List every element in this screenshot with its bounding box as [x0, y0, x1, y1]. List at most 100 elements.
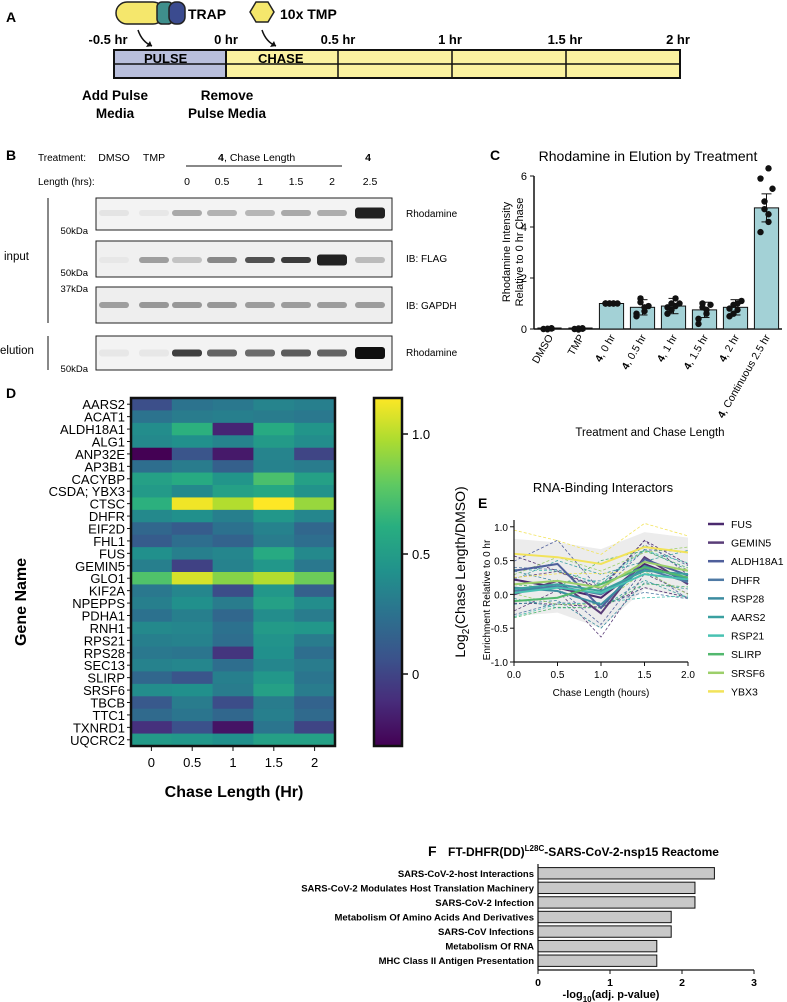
heatmap-cell — [253, 522, 295, 536]
elution-label: elution — [0, 345, 34, 357]
chart-c-category-label: 4, 1.5 hr — [681, 332, 711, 372]
chart-c-point — [664, 310, 671, 317]
chart-f-xtick-label: 2 — [679, 977, 685, 989]
heatmap-gene-label: KIF2A — [89, 584, 125, 599]
heatmap-cell — [253, 634, 295, 648]
heatmap-gene-label: TXNRD1 — [73, 720, 125, 735]
chart-e-legend-label: GEMIN5 — [731, 538, 771, 550]
heatmap-cell — [131, 460, 173, 474]
heatmap-cell — [171, 460, 214, 474]
heatmap-cell — [131, 659, 173, 672]
chart-f-bar — [537, 954, 658, 967]
blot-band — [281, 349, 311, 357]
panel-label-e: E — [478, 495, 487, 511]
chart-f-bar — [537, 910, 672, 924]
time-label-05: 0.5 hr — [321, 32, 356, 47]
heatmap-cell — [171, 683, 214, 697]
blot-band — [172, 349, 202, 357]
heatmap-cell — [294, 497, 336, 511]
chart-e-legend-label: FUS — [731, 519, 752, 531]
heatmap-cell — [131, 398, 173, 411]
heatmap-cell — [212, 584, 254, 598]
heatmap-gene-label: CACYBP — [72, 472, 125, 487]
treatment-dmso: DMSO — [98, 152, 130, 164]
chart-f-bar — [537, 867, 715, 880]
heatmap-cell — [212, 522, 254, 536]
chart-c-point — [672, 295, 679, 302]
chart-e-legend: FUS GEMIN5 ALDH18A1 DHFR RSP28 AARS2 RSP21 SLIR… — [708, 519, 784, 698]
colorbar-label: Log2(Chase Length/DMSO) — [452, 486, 472, 657]
heatmap-cell — [131, 621, 173, 635]
chart-c-point — [645, 302, 652, 310]
heatmap-cell — [294, 472, 336, 486]
chart-f-bar — [537, 939, 658, 953]
heatmap-cell — [253, 683, 295, 697]
heatmap-cell — [253, 435, 295, 449]
heatmap-cell — [171, 534, 214, 548]
add-pulse-line1: Add Pulse — [82, 88, 149, 103]
chart-e-legend-label: SRSF6 — [731, 668, 765, 680]
chart-c-category-label: 4, 1 hr — [655, 332, 681, 364]
chart-c-point — [602, 300, 609, 307]
mw-marker-2: 50kDa — [61, 268, 89, 279]
heatmap-cell — [212, 646, 254, 660]
chart-e-ytick-label: -0.5 — [491, 624, 509, 635]
heatmap-cell — [253, 708, 295, 722]
chart-e-series-line — [513, 566, 689, 603]
blot-band — [139, 302, 169, 308]
chart-c-point — [765, 211, 772, 218]
blot-band — [139, 349, 169, 357]
heatmap-cell — [212, 659, 254, 672]
heatmap-cell — [212, 572, 254, 585]
chart-e-ytick-label: 0.0 — [494, 590, 508, 601]
blot-band — [99, 349, 129, 357]
heatmap-cell — [131, 683, 173, 697]
heatmap-cell — [253, 472, 295, 486]
heatmap-cell — [253, 422, 295, 436]
heatmap-cell — [171, 410, 214, 424]
heatmap-cell — [294, 621, 336, 635]
heatmap-cell — [171, 509, 214, 523]
chart-e-legend-label: AARS2 — [731, 612, 766, 624]
heatmap-cell — [171, 447, 214, 461]
chart-c-ytick-label: 0 — [521, 324, 527, 336]
heatmap-cell — [294, 596, 336, 610]
heatmap-cell — [212, 621, 254, 635]
blot-label-rhodamine-input: Rhodamine — [406, 209, 458, 220]
treatment-compound: 4 — [218, 152, 224, 164]
blot-band — [172, 302, 202, 308]
blot-band — [281, 302, 311, 308]
heatmap-cell — [131, 435, 173, 449]
pulse-arrowhead-icon — [146, 41, 152, 47]
chart-c-point — [726, 305, 733, 312]
heatmap-cell — [131, 410, 173, 424]
heatmap-cell — [294, 522, 336, 536]
heatmap-x-label: 1.5 — [265, 755, 283, 770]
chart-c-point — [664, 304, 671, 311]
heatmap-cell — [212, 485, 254, 498]
heatmap-cell — [294, 559, 336, 573]
chart-c-point — [544, 325, 551, 332]
heatmap-cell — [253, 398, 295, 411]
blot-band — [245, 302, 275, 308]
panel-label-b: B — [6, 147, 16, 163]
heatmap-gene-label: TBCB — [90, 696, 125, 711]
chart-f-xtick-label: 0 — [535, 977, 541, 989]
heatmap-cell — [171, 485, 214, 498]
heatmap-cell — [294, 683, 336, 697]
chart-f-xlabel: -log10(adj. p-value) — [563, 989, 660, 1002]
heatmap-cell — [212, 460, 254, 474]
heatmap-cell — [253, 609, 295, 623]
blot-band — [355, 207, 385, 219]
blot-band — [281, 257, 311, 263]
chart-e-xtick-label: 1.0 — [594, 670, 608, 681]
heatmap-gene-label: FHL1 — [93, 534, 125, 549]
mw-marker-4: 50kDa — [61, 364, 89, 375]
heatmap-cell — [131, 596, 173, 610]
heatmap-cell — [294, 422, 336, 436]
chart-c-point — [730, 301, 737, 308]
heatmap-cell — [212, 497, 254, 511]
heatmap-cell — [131, 721, 173, 735]
chart-f-category-label: SARS-CoV-2-host Interactions — [398, 869, 534, 880]
heatmap-cell — [212, 422, 254, 436]
